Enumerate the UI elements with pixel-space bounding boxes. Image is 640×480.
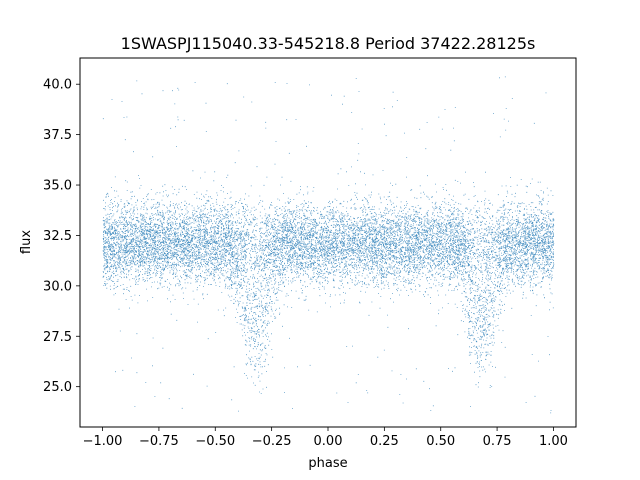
y-tick-label: 35.0 bbox=[43, 179, 72, 194]
x-tick-label: 1.00 bbox=[539, 434, 568, 449]
x-tick-label: 0.25 bbox=[370, 434, 399, 449]
y-tick-label: 27.5 bbox=[43, 330, 72, 345]
y-tick-label: 40.0 bbox=[43, 78, 72, 93]
x-tick-label: −0.25 bbox=[252, 434, 292, 449]
x-axis-label: phase bbox=[308, 456, 347, 471]
y-tick-label: 30.0 bbox=[43, 279, 72, 294]
chart-title: 1SWASPJ115040.33-545218.8 Period 37422.2… bbox=[121, 34, 536, 53]
x-tick-label: −0.50 bbox=[195, 434, 235, 449]
x-tick-label: 0.00 bbox=[314, 434, 343, 449]
y-tick-label: 37.5 bbox=[43, 128, 72, 143]
x-tick-label: −0.75 bbox=[139, 434, 179, 449]
y-tick-label: 32.5 bbox=[43, 229, 72, 244]
x-axis-ticks: −1.00 −0.75 −0.50 −0.25 0.00 0.25 0.50 0.75 1.00 bbox=[83, 427, 568, 449]
x-tick-label: 0.50 bbox=[426, 434, 455, 449]
x-tick-label: 0.75 bbox=[483, 434, 512, 449]
x-tick-label: −1.00 bbox=[83, 434, 123, 449]
scatter-points bbox=[102, 76, 555, 414]
y-axis-ticks: 25.0 27.5 30.0 32.5 35.0 37.5 40.0 bbox=[43, 78, 80, 395]
scatter-point-cloud bbox=[102, 76, 555, 414]
y-tick-label: 25.0 bbox=[43, 380, 72, 395]
y-axis-label: flux bbox=[19, 230, 34, 254]
